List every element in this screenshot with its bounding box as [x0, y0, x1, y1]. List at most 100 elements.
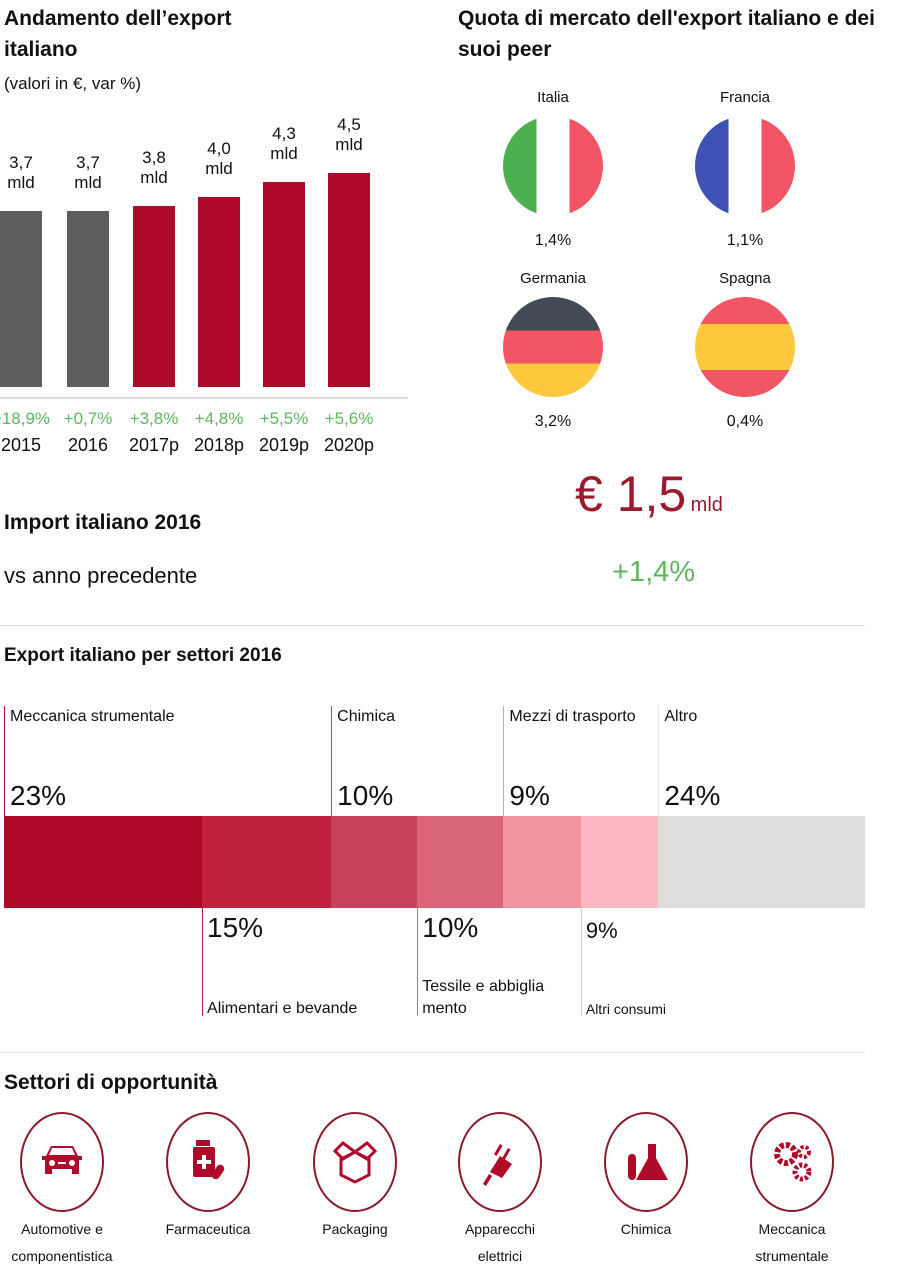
- opportunity-label: Automotive e componentistica: [0, 1216, 135, 1270]
- unit: mld: [270, 144, 298, 164]
- sector-segment: [580, 816, 659, 908]
- sector-segment: [331, 816, 418, 908]
- label-line: Meccanica: [758, 1221, 826, 1237]
- sector-segment: [202, 816, 332, 908]
- opportunity-badge: [166, 1112, 250, 1212]
- opportunity-badge: [458, 1112, 542, 1212]
- sector-percent: 15%: [207, 912, 264, 943]
- country-name: Germania: [520, 270, 586, 287]
- sector-name: Chimica: [337, 708, 395, 725]
- italy-flag: [503, 116, 603, 216]
- leader-line: [202, 908, 204, 1016]
- import-amount: € 1,5: [575, 466, 687, 522]
- sector-name: Mezzi di trasporto: [509, 708, 636, 725]
- country-name: Italia: [537, 89, 569, 106]
- germany-flag: [503, 297, 603, 397]
- label-line: elettrici: [477, 1248, 523, 1264]
- opportunity-label: Packaging: [282, 1216, 428, 1270]
- leader-line: [4, 706, 5, 816]
- opportunities-title: Settori di opportunità: [4, 1071, 218, 1094]
- label-line: Chimica: [620, 1221, 672, 1237]
- label-line: Packaging: [322, 1221, 388, 1237]
- country-share: 1,1%: [726, 232, 764, 249]
- sector-percent: 9%: [509, 780, 550, 811]
- label-line: [135, 1243, 281, 1270]
- sector-name: Altro: [664, 708, 698, 725]
- bar: [0, 210, 42, 387]
- leader-line: [658, 706, 660, 816]
- year-label: 2020p: [323, 435, 375, 455]
- import-unit: mld: [690, 494, 723, 516]
- spain-flag: [695, 297, 795, 397]
- opportunity-badge: [313, 1112, 397, 1212]
- year-label: 2019p: [258, 435, 310, 455]
- label-line: componentistica: [11, 1248, 113, 1264]
- sector-percent: 10%: [422, 912, 479, 943]
- bar-value-label: 4,0 mld: [189, 139, 249, 179]
- country-name: Spagna: [719, 270, 771, 287]
- import-subtitle: vs anno precedente: [4, 563, 198, 588]
- sector-segment: [417, 816, 504, 908]
- divider: [0, 1052, 865, 1053]
- france-flag: [695, 116, 795, 216]
- label-line: Apparecchi: [464, 1221, 536, 1237]
- unit: mld: [7, 172, 35, 192]
- country-share: 1,4%: [534, 232, 572, 249]
- export-trend-subtitle: (valori in €, var %): [4, 74, 141, 93]
- unit: mld: [205, 158, 233, 178]
- leader-line: [331, 706, 333, 816]
- value: 3,8: [142, 148, 166, 168]
- label-line: [282, 1243, 428, 1270]
- sector-percent: 24%: [664, 780, 721, 811]
- leader-line: [580, 908, 582, 1016]
- growth-label: +3,8%: [129, 409, 179, 428]
- unit: mld: [335, 134, 363, 154]
- growth-label: +0,7%: [63, 409, 113, 428]
- sector-name: Alimentari e bevande: [207, 1000, 358, 1017]
- value: 3,7: [76, 152, 100, 172]
- country-share: 3,2%: [534, 413, 572, 430]
- opportunity-label: Chimica: [573, 1216, 719, 1270]
- medicine-icon: [193, 1140, 225, 1180]
- flask-icon: [628, 1144, 668, 1180]
- gears-icon: [774, 1142, 812, 1182]
- car-icon: [42, 1146, 82, 1174]
- growth-label: +18,9%: [0, 409, 51, 428]
- label-line: [573, 1243, 719, 1270]
- bar-value-label: 4,3 mld: [254, 124, 314, 164]
- sector-percent: 9%: [585, 918, 618, 943]
- value: 4,3: [272, 124, 296, 144]
- unit: mld: [140, 168, 168, 188]
- export-trend-title: Andamento dell’export italiano: [4, 7, 232, 61]
- country-share: 0,4%: [726, 413, 764, 430]
- leader-line: [417, 908, 419, 1016]
- sector-percent: 10%: [337, 780, 394, 811]
- opportunity-label: Farmaceutica: [135, 1216, 281, 1270]
- sector-name: Altri consumi: [585, 1001, 666, 1017]
- label-line: strumentale: [755, 1248, 829, 1264]
- bar: [263, 182, 305, 387]
- market-share-title: Quota di mercato dell'export italiano e …: [458, 7, 875, 61]
- opportunity-badge: [20, 1112, 104, 1212]
- sector-segment: [503, 816, 582, 908]
- import-change: +1,4%: [612, 556, 696, 588]
- sector-name: Tessile e abbiglia mento: [422, 978, 545, 1017]
- growth-label: +5,5%: [259, 409, 309, 428]
- bar: [198, 196, 240, 387]
- opportunity-badge: [604, 1112, 688, 1212]
- sector-segment: [4, 816, 203, 908]
- bar: [67, 210, 109, 387]
- bar-value-label: 4,5 mld: [319, 115, 379, 155]
- divider: [0, 625, 865, 626]
- opportunity-label: Meccanica strumentale: [719, 1216, 865, 1270]
- growth-label: +4,8%: [194, 409, 244, 428]
- plug-icon: [483, 1144, 512, 1186]
- opportunity-label: Apparecchi elettrici: [427, 1216, 573, 1270]
- opportunity-badge: [750, 1112, 834, 1212]
- bar: [328, 172, 370, 387]
- axis-line: [0, 397, 408, 399]
- sector-name: Meccanica strumentale: [10, 708, 175, 725]
- bar-value-label: 3,8 mld: [124, 148, 184, 188]
- year-label: 2016: [67, 435, 109, 455]
